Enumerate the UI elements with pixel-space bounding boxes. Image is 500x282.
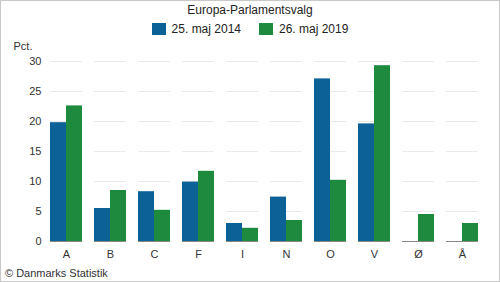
html-text:Europa-Parlamentsvalg: Europa-Parlamentsvalg — [187, 3, 313, 17]
html-text:26. maj 2019: 26. maj 2019 — [279, 22, 349, 36]
svg-text:O: O — [326, 248, 335, 260]
html-text:25. maj 2014: 25. maj 2014 — [171, 22, 241, 36]
svg-text:I: I — [241, 248, 244, 260]
svg-text:Ø: Ø — [414, 248, 423, 260]
html-text:© Danmarks Statistik: © Danmarks Statistik — [5, 267, 108, 279]
svg-text:Å: Å — [459, 248, 467, 260]
svg-text:A: A — [63, 248, 71, 260]
svg-text:B: B — [107, 248, 114, 260]
svg-text:F: F — [195, 248, 202, 260]
svg-text:20: 20 — [29, 115, 41, 127]
svg-text:0: 0 — [35, 235, 41, 247]
svg-text:30: 30 — [29, 55, 41, 67]
svg-text:5: 5 — [35, 205, 41, 217]
svg-text:10: 10 — [29, 175, 41, 187]
svg-text:N: N — [283, 248, 291, 260]
svg-text:V: V — [371, 248, 379, 260]
svg-text:C: C — [151, 248, 159, 260]
svg-text:25: 25 — [29, 85, 41, 97]
svg-text:15: 15 — [29, 145, 41, 157]
svg-text:Pct.: Pct. — [14, 40, 33, 52]
